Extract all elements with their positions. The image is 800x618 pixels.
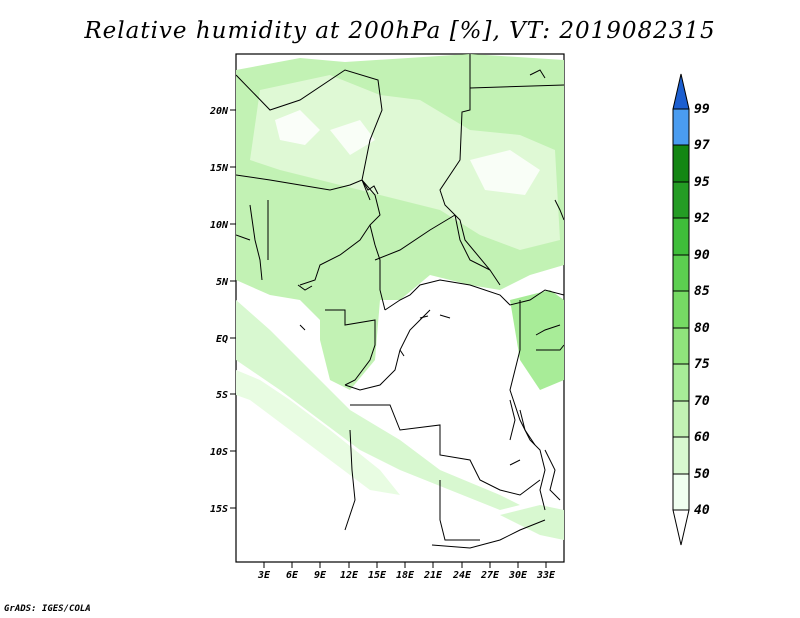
colorbar-segment [672, 254, 690, 292]
lon-labels: 3E 6E 9E 12E 15E 18E 21E 24E 27E 30E 33E [257, 570, 556, 581]
lon-label: 3E [257, 570, 271, 581]
lat-label: 15S [210, 504, 228, 515]
colorbar-segment [672, 217, 690, 256]
colorbar-label: 40 [694, 503, 710, 518]
colorbar-label: 97 [694, 138, 710, 153]
colorbar-segment [672, 327, 690, 365]
colorbar-label: 80 [694, 321, 710, 336]
lon-label: 33E [536, 570, 556, 581]
map-title: Relative humidity at 200hPa [%], VT: 201… [84, 18, 716, 44]
humidity-blob-2 [470, 150, 540, 195]
colorbar-bottom-triangle [672, 509, 690, 546]
colorbar-segment [672, 473, 690, 511]
humidity-region-north-light [250, 75, 560, 250]
lon-label: 12E [340, 570, 359, 581]
colorbar-label: 50 [694, 467, 710, 482]
colorbar-segment [672, 290, 690, 329]
lat-label: 5N [216, 277, 229, 288]
colorbar-label: 75 [694, 357, 710, 372]
colorbar-segment [672, 436, 690, 475]
colorbar-label: 92 [694, 211, 710, 226]
colorbar-label: 90 [694, 248, 710, 263]
country-boundaries [236, 54, 564, 549]
colorbar-label: 60 [694, 430, 710, 445]
humidity-blob-3 [330, 120, 375, 155]
lon-label: 9E [314, 570, 327, 581]
lon-label: 24E [452, 570, 472, 581]
colorbar-label: 95 [694, 175, 710, 190]
lat-label: 15N [210, 163, 229, 174]
colorbar-segment [672, 144, 690, 183]
colorbar-label: 99 [694, 102, 710, 117]
lon-label: 6E [286, 570, 299, 581]
humidity-region-central [320, 290, 380, 390]
map-panel: 20N 15N 10N 5N EQ 5S 10S 15S 3E 6E 9E [209, 53, 565, 581]
lat-label: 5S [216, 390, 228, 401]
lon-label: 21E [423, 570, 443, 581]
colorbar-label: 85 [694, 284, 710, 299]
colorbar-segment [672, 400, 690, 438]
grads-credit: GrADS: IGES/COLA [4, 604, 91, 614]
colorbar-label: 70 [694, 394, 710, 409]
lat-labels: 20N 15N 10N 5N EQ 5S 10S 15S [209, 106, 229, 515]
lat-ticks [230, 109, 236, 509]
lat-label: 20N [209, 106, 229, 117]
humidity-region-east [510, 290, 564, 390]
colorbar-segment [672, 181, 690, 219]
humidity-blob-1 [275, 110, 320, 145]
humidity-streak-sw-2 [236, 370, 400, 495]
lat-label: 10S [210, 447, 228, 458]
lon-label: 15E [368, 570, 387, 581]
lon-label: 30E [508, 570, 528, 581]
colorbar-segment [672, 108, 690, 146]
colorbar-segment [672, 363, 690, 402]
colorbar-top-triangle [672, 73, 690, 110]
lon-label: 18E [396, 570, 415, 581]
lon-label: 27E [480, 570, 500, 581]
lat-label: 10N [210, 220, 229, 231]
humidity-streak-se [500, 505, 564, 540]
lon-ticks [263, 562, 547, 568]
lat-label: EQ [216, 334, 228, 345]
colorbar: 40 50 60 70 75 80 85 90 92 95 97 99 [672, 73, 710, 546]
